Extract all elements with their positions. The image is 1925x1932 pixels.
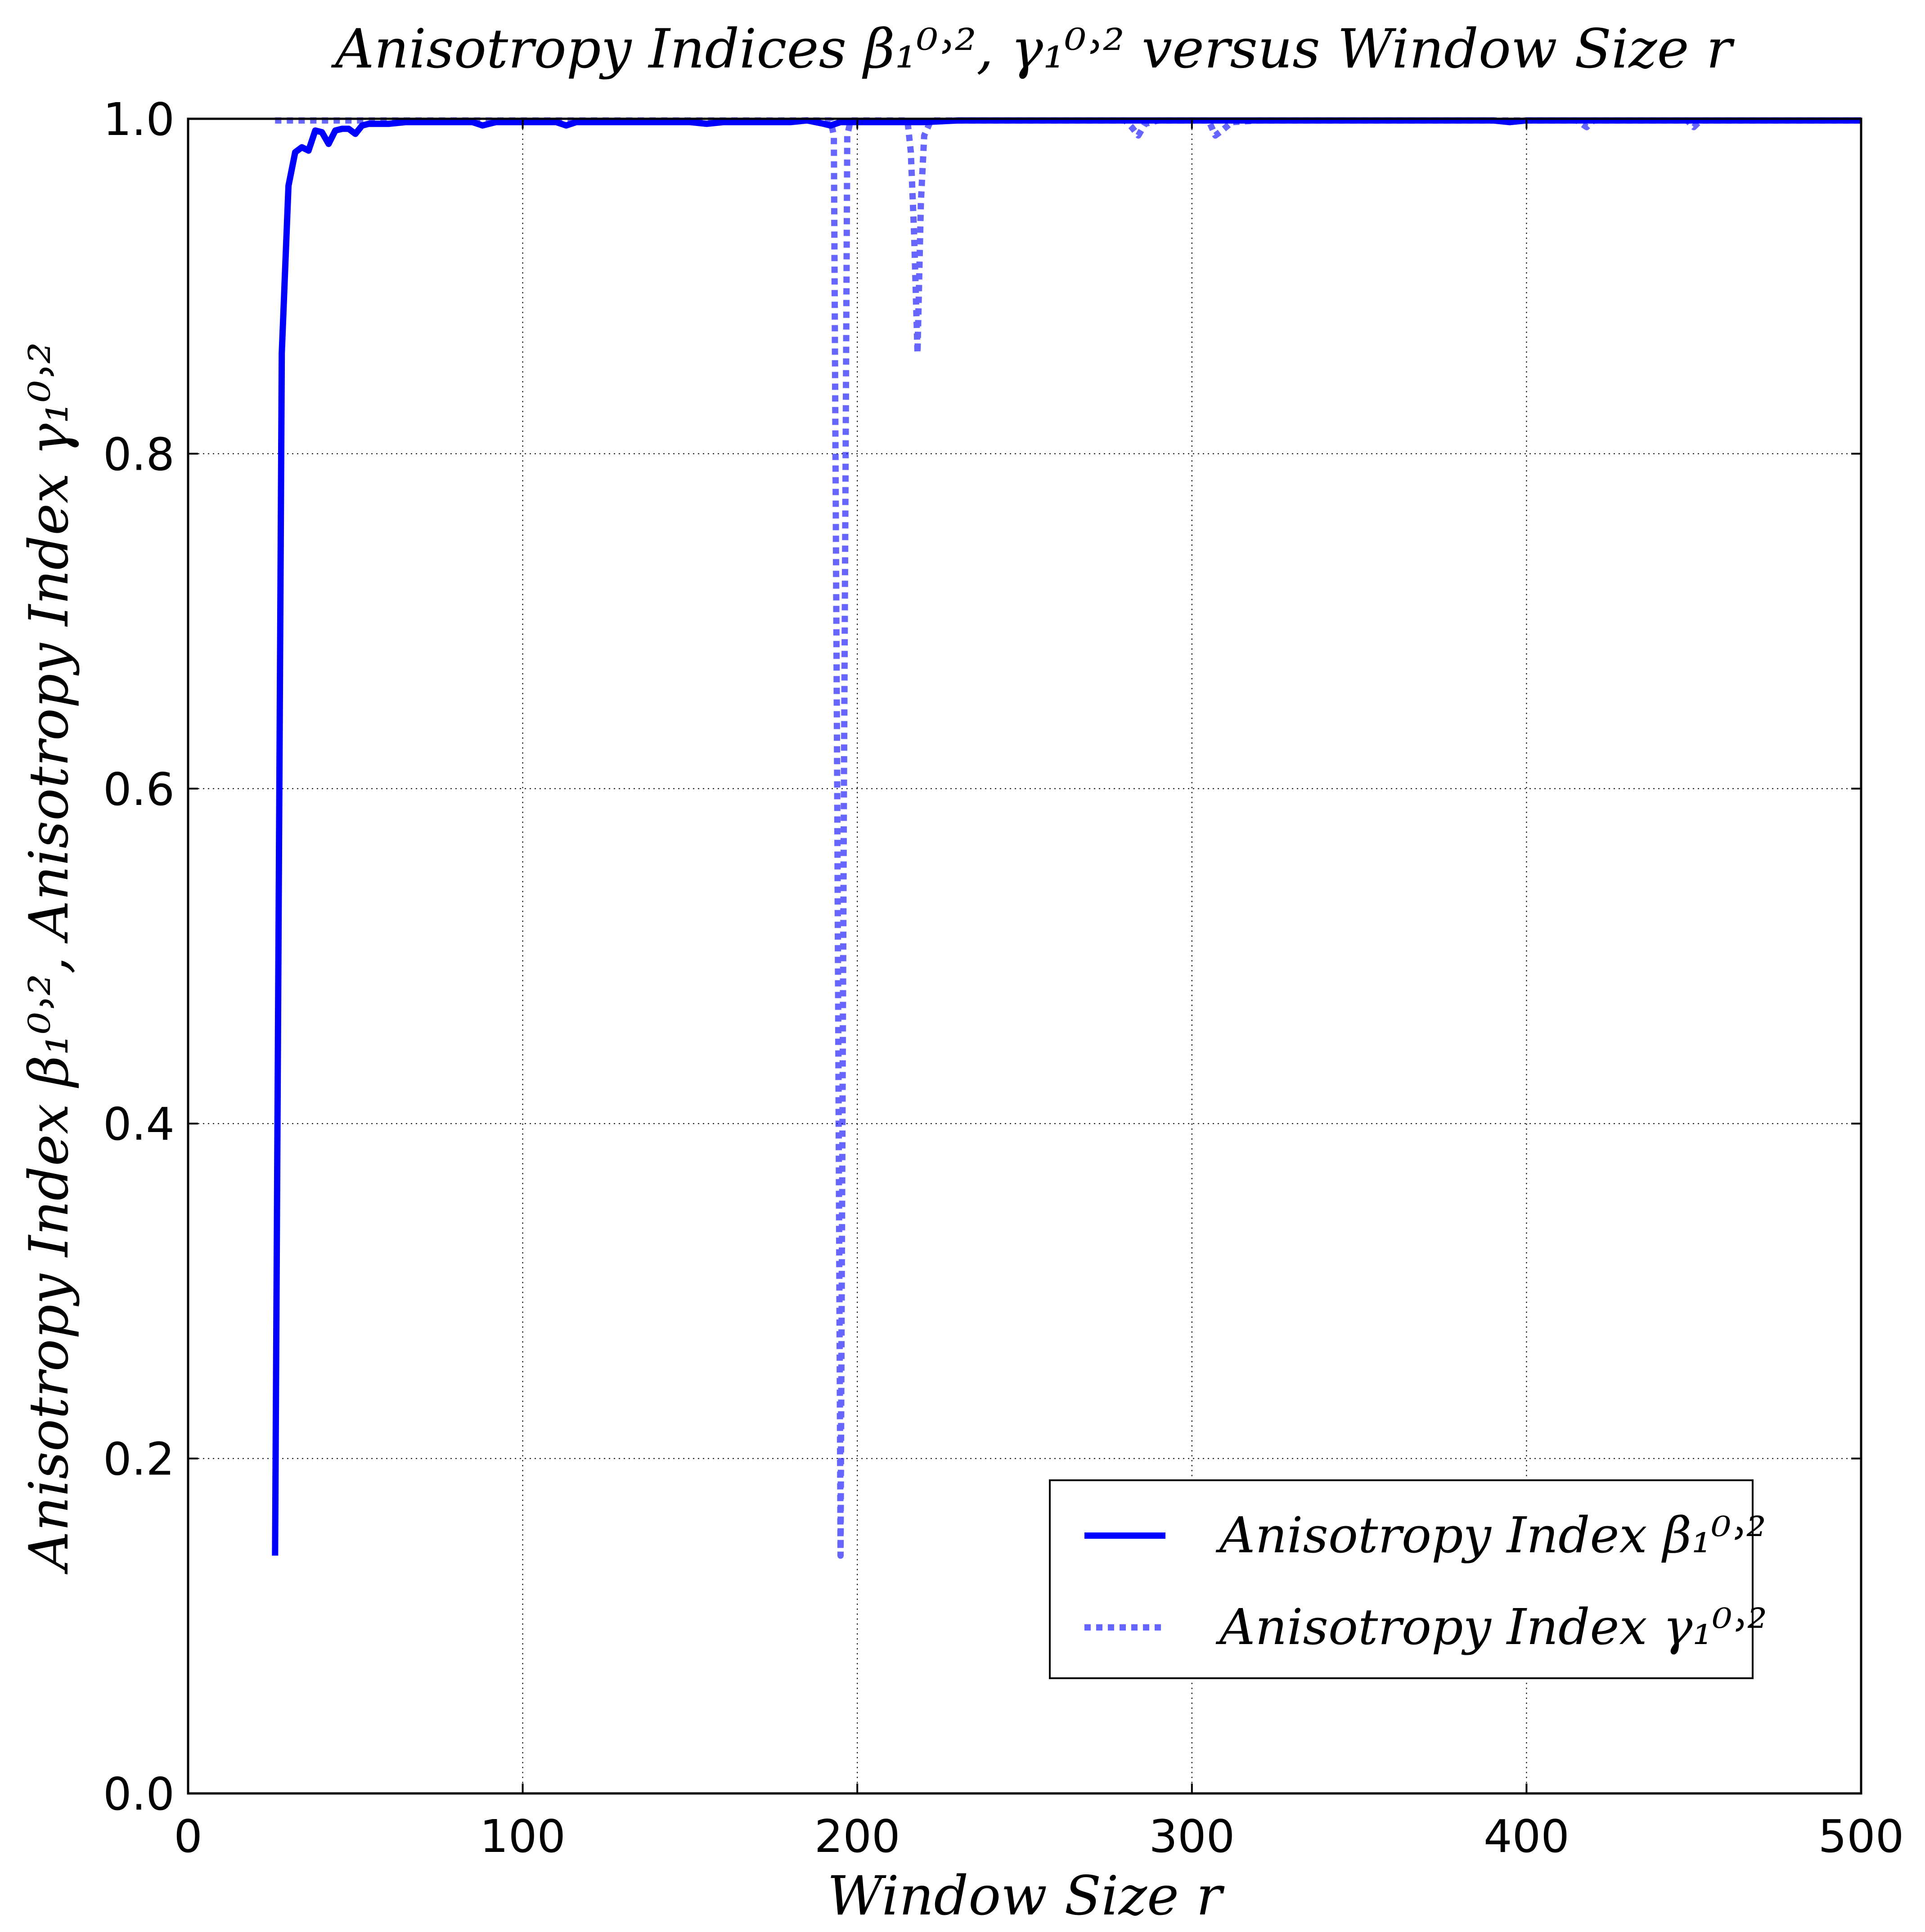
y-axis-label: Anisotropy Index β₁⁰˒², Anisotropy Index… xyxy=(18,342,81,1575)
axis-ticks: 0 100 200 300 400 500 0.0 0.2 0.4 0.6 0.8 1.0 xyxy=(103,93,1904,1863)
series-line-beta xyxy=(272,117,1861,1556)
series-group xyxy=(272,117,1861,1559)
x-tick-label: 200 xyxy=(814,1810,900,1863)
y-tick-label: 0.0 xyxy=(103,1768,175,1820)
legend-label-gamma: Anisotropy Index γ₁⁰˒² xyxy=(1215,1598,1767,1656)
chart-title: Anisotropy Indices β₁⁰˒², γ₁⁰˒² versus W… xyxy=(331,18,1735,81)
y-tick-label: 0.6 xyxy=(103,763,175,816)
y-tick-label: 1.0 xyxy=(103,93,175,146)
x-tick-label: 300 xyxy=(1149,1810,1235,1863)
legend-box xyxy=(1049,1479,1754,1679)
y-tick-label: 0.4 xyxy=(103,1098,175,1150)
grid xyxy=(188,119,1861,1793)
x-tick-label: 0 xyxy=(174,1810,202,1863)
y-tick-label: 0.2 xyxy=(103,1433,175,1486)
x-tick-label: 100 xyxy=(480,1810,566,1863)
x-tick-label: 400 xyxy=(1484,1810,1570,1863)
x-tick-label: 500 xyxy=(1818,1810,1904,1863)
y-tick-label: 0.8 xyxy=(103,428,175,481)
legend: Anisotropy Index β₁⁰˒² Anisotropy Index … xyxy=(1049,1479,1767,1679)
legend-label-beta: Anisotropy Index β₁⁰˒² xyxy=(1215,1506,1766,1564)
x-axis-label: Window Size r xyxy=(827,1865,1225,1928)
plot-frame xyxy=(187,117,1862,1795)
